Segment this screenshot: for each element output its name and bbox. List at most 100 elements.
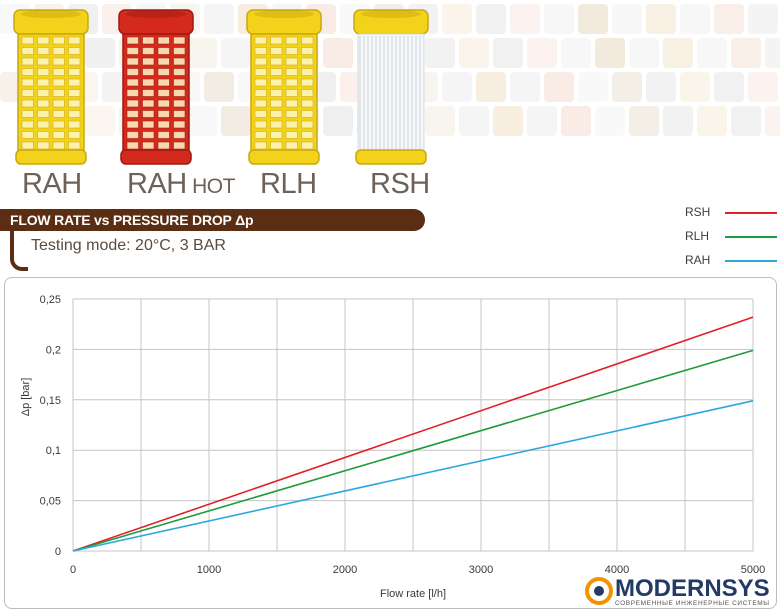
legend-item: RLH (620, 229, 780, 245)
legend-swatch (725, 212, 777, 214)
product-suffix: HOT (186, 175, 235, 198)
background-tile (714, 4, 744, 34)
x-tick-label: 2000 (333, 564, 357, 576)
legend-swatch (725, 236, 777, 238)
background-tile (731, 106, 761, 136)
y-tick-label: 0,15 (40, 395, 61, 407)
chart-title: FLOW RATE vs PRESSURE DROP Δp (10, 212, 254, 228)
background-tile (187, 38, 217, 68)
background-tile (476, 4, 506, 34)
y-axis-title: Δp [bar] (20, 378, 32, 417)
background-tile (697, 38, 727, 68)
background-tile (459, 38, 489, 68)
x-tick-label: 1000 (197, 564, 221, 576)
product-label: RSH (370, 168, 430, 201)
legend-label: RLH (685, 229, 710, 243)
series-line-rlh (72, 349, 754, 552)
y-tick-label: 0 (55, 546, 61, 558)
background-tile (425, 38, 455, 68)
product-name: RAH (127, 168, 187, 200)
background-tile (595, 106, 625, 136)
background-tile (646, 4, 676, 34)
product-photo-strip: RAH RAH HOT RLH RSH (0, 0, 780, 205)
background-tile (493, 106, 523, 136)
product-name: RSH (370, 168, 430, 200)
background-tile (204, 72, 234, 102)
background-tile (527, 38, 557, 68)
background-tile (561, 106, 591, 136)
background-tile (493, 38, 523, 68)
background-tile (680, 72, 710, 102)
background-tile (323, 106, 353, 136)
background-tile (544, 72, 574, 102)
series-line-rsh (72, 316, 754, 552)
title-hook-decoration (10, 231, 28, 271)
filter-cartridge-icon (13, 9, 89, 165)
background-tile (663, 106, 693, 136)
logo-text: MODERNSYS (615, 575, 770, 602)
legend-item: RSH (620, 205, 780, 221)
background-tile (765, 106, 780, 136)
background-tile (748, 72, 778, 102)
filter-cartridge-icon (353, 9, 429, 165)
background-tile (85, 38, 115, 68)
background-tile (680, 4, 710, 34)
product-label: RLH (260, 168, 317, 201)
background-tile (765, 38, 780, 68)
background-tile (663, 38, 693, 68)
filter-cartridge-icon (246, 9, 322, 165)
x-axis-title: Flow rate [l/h] (380, 588, 446, 600)
background-tile (476, 72, 506, 102)
background-tile (544, 4, 574, 34)
background-tile (748, 4, 778, 34)
background-tile (323, 38, 353, 68)
product-label: RAH HOT (127, 168, 235, 201)
background-tile (221, 38, 251, 68)
background-tile (697, 106, 727, 136)
product-name: RAH (22, 168, 82, 200)
legend-item: RAH (620, 253, 780, 269)
background-tile (646, 72, 676, 102)
background-tile (561, 38, 591, 68)
background-tile (204, 4, 234, 34)
line-chart: 0 0,05 0,1 0,15 0,2 0,25 0 1000 2000 3000 4000 5000… (20, 294, 765, 600)
background-tile (442, 72, 472, 102)
modernsys-logo: MODERNSYS СОВРЕМЕННЫЕ ИНЖЕНЕРНЫЕ СИСТЕМЫ (585, 573, 777, 609)
logo-mark-icon (585, 577, 613, 605)
x-tick-label: 5000 (741, 564, 765, 576)
background-tile (85, 106, 115, 136)
legend-label: RSH (685, 205, 711, 219)
background-tile (612, 4, 642, 34)
chart-title-bar: FLOW RATE vs PRESSURE DROP Δp (0, 209, 425, 231)
background-tile (221, 106, 251, 136)
logo-tagline: СОВРЕМЕННЫЕ ИНЖЕНЕРНЫЕ СИСТЕМЫ (615, 600, 770, 607)
background-tile (459, 106, 489, 136)
y-tick-label: 0,25 (40, 294, 61, 306)
chart-subtitle: Testing mode: 20°C, 3 BAR (31, 237, 226, 254)
y-tick-label: 0,1 (46, 445, 61, 457)
background-tile (527, 106, 557, 136)
x-tick-label: 3000 (469, 564, 493, 576)
background-tile (612, 72, 642, 102)
series-line-rah (72, 400, 754, 552)
background-tile (595, 38, 625, 68)
background-tile (510, 72, 540, 102)
product-name: RLH (260, 168, 317, 200)
background-tile (578, 4, 608, 34)
background-tile (442, 4, 472, 34)
background-tile (714, 72, 744, 102)
background-tile (578, 72, 608, 102)
filter-cartridge-icon (118, 9, 194, 165)
background-tile (629, 106, 659, 136)
chart-frame: 0 0,05 0,1 0,15 0,2 0,25 0 1000 2000 3000 4000 5000… (4, 277, 777, 609)
x-tick-label: 4000 (605, 564, 629, 576)
x-tick-label: 0 (70, 564, 76, 576)
background-tile (187, 106, 217, 136)
y-tick-label: 0,05 (40, 496, 61, 508)
y-tick-label: 0,2 (46, 344, 61, 356)
background-tile (425, 106, 455, 136)
legend-swatch (725, 260, 777, 262)
background-tile (510, 4, 540, 34)
background-tile (731, 38, 761, 68)
product-label: RAH (22, 168, 82, 201)
